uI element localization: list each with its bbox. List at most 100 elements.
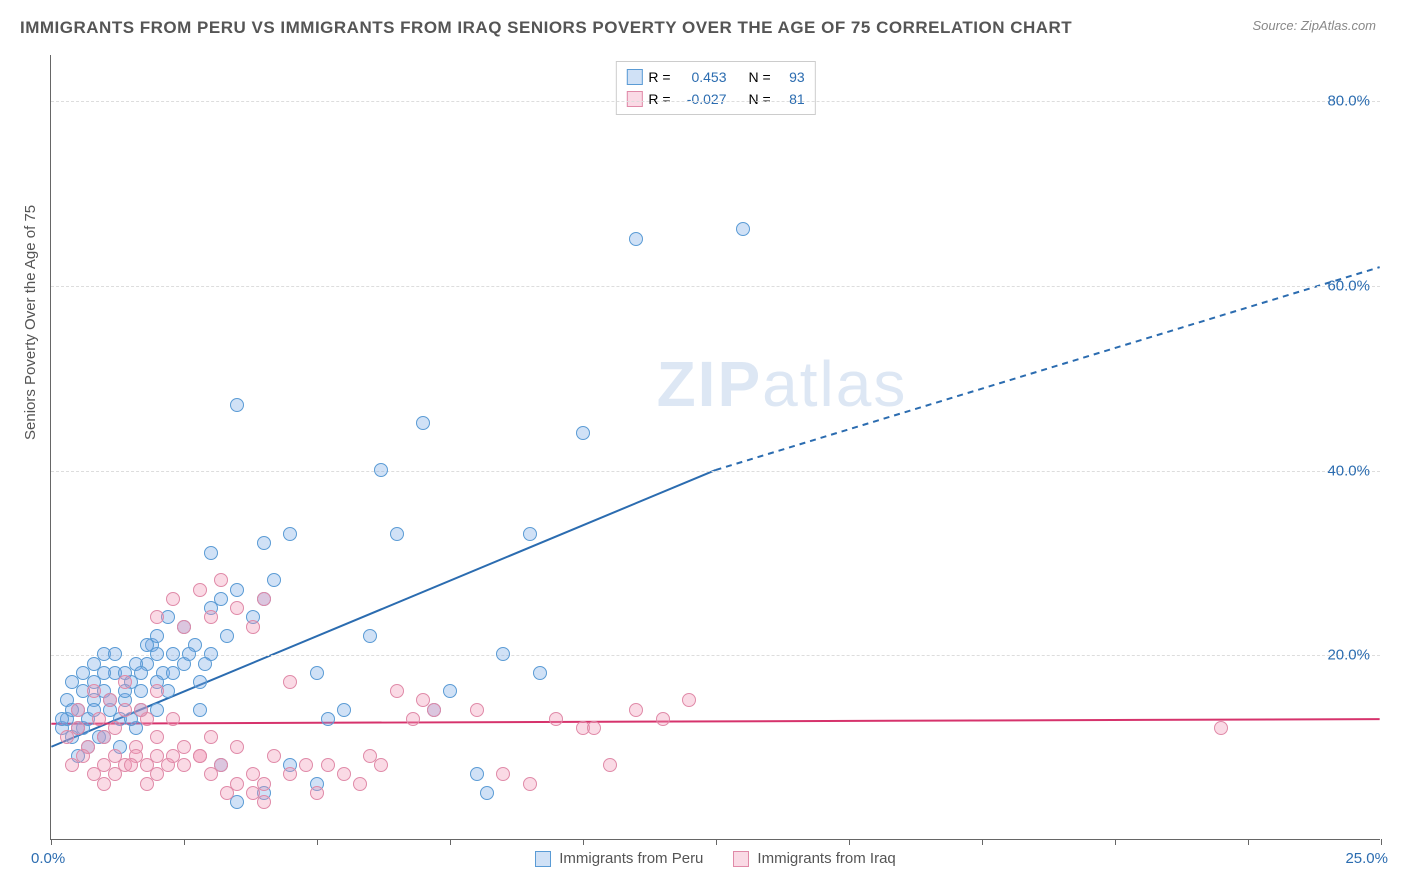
scatter-point — [480, 786, 494, 800]
scatter-point — [310, 666, 324, 680]
watermark-bold: ZIP — [657, 348, 763, 420]
scatter-point — [220, 629, 234, 643]
series-name-peru: Immigrants from Peru — [559, 850, 703, 867]
scatter-point — [576, 426, 590, 440]
scatter-point — [177, 758, 191, 772]
scatter-point — [353, 777, 367, 791]
series-legend-peru: Immigrants from Peru — [535, 850, 703, 867]
x-tick — [1248, 839, 1249, 845]
scatter-point — [230, 740, 244, 754]
scatter-point — [204, 767, 218, 781]
scatter-point — [204, 610, 218, 624]
scatter-point — [150, 767, 164, 781]
legend-row-iraq: R = -0.027 N = 81 — [626, 88, 804, 110]
legend-row-peru: R = 0.453 N = 93 — [626, 66, 804, 88]
scatter-point — [134, 703, 148, 717]
source-label: Source: ZipAtlas.com — [1252, 18, 1376, 33]
scatter-point — [267, 573, 281, 587]
scatter-point — [193, 675, 207, 689]
x-tick — [450, 839, 451, 845]
scatter-point — [193, 583, 207, 597]
r-label: R = — [648, 66, 670, 88]
scatter-point — [283, 675, 297, 689]
scatter-point — [246, 620, 260, 634]
scatter-point — [496, 647, 510, 661]
scatter-point — [283, 527, 297, 541]
y-tick-label: 80.0% — [1327, 93, 1370, 110]
scatter-point — [193, 703, 207, 717]
scatter-point — [321, 712, 335, 726]
scatter-point — [321, 758, 335, 772]
scatter-point — [76, 749, 90, 763]
scatter-point — [682, 693, 696, 707]
x-tick — [982, 839, 983, 845]
scatter-point — [337, 767, 351, 781]
r-value: -0.027 — [677, 88, 727, 110]
scatter-point — [150, 610, 164, 624]
x-tick — [184, 839, 185, 845]
scatter-point — [118, 703, 132, 717]
chart-title: IMMIGRANTS FROM PERU VS IMMIGRANTS FROM … — [20, 18, 1072, 38]
scatter-point — [390, 527, 404, 541]
scatter-point — [103, 693, 117, 707]
scatter-point — [92, 712, 106, 726]
scatter-point — [656, 712, 670, 726]
n-value: 93 — [777, 66, 805, 88]
scatter-point — [523, 527, 537, 541]
legend-swatch-iraq — [626, 91, 642, 107]
scatter-point — [166, 666, 180, 680]
scatter-point — [299, 758, 313, 772]
x-label-max: 25.0% — [1345, 850, 1388, 867]
series-legend-iraq: Immigrants from Iraq — [733, 850, 895, 867]
x-tick — [716, 839, 717, 845]
r-value: 0.453 — [677, 66, 727, 88]
scatter-point — [214, 592, 228, 606]
y-tick-label: 60.0% — [1327, 277, 1370, 294]
watermark-light: atlas — [762, 348, 907, 420]
scatter-point — [603, 758, 617, 772]
scatter-point — [267, 749, 281, 763]
gridline — [51, 471, 1380, 472]
series-swatch-iraq — [733, 851, 749, 867]
series-name-iraq: Immigrants from Iraq — [757, 850, 895, 867]
scatter-point — [587, 721, 601, 735]
n-value: 81 — [777, 88, 805, 110]
scatter-point — [496, 767, 510, 781]
x-label-min: 0.0% — [31, 850, 65, 867]
scatter-point — [55, 712, 69, 726]
scatter-point — [629, 703, 643, 717]
scatter-point — [533, 666, 547, 680]
plot-area: ZIPatlas R = 0.453 N = 93 R = -0.027 N =… — [50, 55, 1380, 840]
scatter-point — [257, 536, 271, 550]
r-label: R = — [648, 88, 670, 110]
scatter-point — [523, 777, 537, 791]
scatter-point — [337, 703, 351, 717]
scatter-point — [71, 703, 85, 717]
scatter-point — [443, 684, 457, 698]
x-tick — [51, 839, 52, 845]
legend-swatch-peru — [626, 69, 642, 85]
watermark: ZIPatlas — [657, 347, 908, 421]
scatter-point — [390, 684, 404, 698]
scatter-point — [193, 749, 207, 763]
scatter-point — [257, 795, 271, 809]
y-tick-label: 20.0% — [1327, 647, 1370, 664]
correlation-legend: R = 0.453 N = 93 R = -0.027 N = 81 — [615, 61, 815, 115]
scatter-point — [134, 666, 148, 680]
scatter-point — [97, 666, 111, 680]
x-tick — [1381, 839, 1382, 845]
scatter-point — [230, 795, 244, 809]
scatter-point — [470, 703, 484, 717]
scatter-point — [177, 620, 191, 634]
gridline — [51, 655, 1380, 656]
scatter-point — [150, 647, 164, 661]
scatter-point — [310, 786, 324, 800]
scatter-point — [134, 684, 148, 698]
n-label: N = — [749, 88, 771, 110]
gridline — [51, 286, 1380, 287]
scatter-point — [406, 712, 420, 726]
n-label: N = — [749, 66, 771, 88]
scatter-point — [230, 583, 244, 597]
scatter-point — [549, 712, 563, 726]
scatter-point — [230, 601, 244, 615]
